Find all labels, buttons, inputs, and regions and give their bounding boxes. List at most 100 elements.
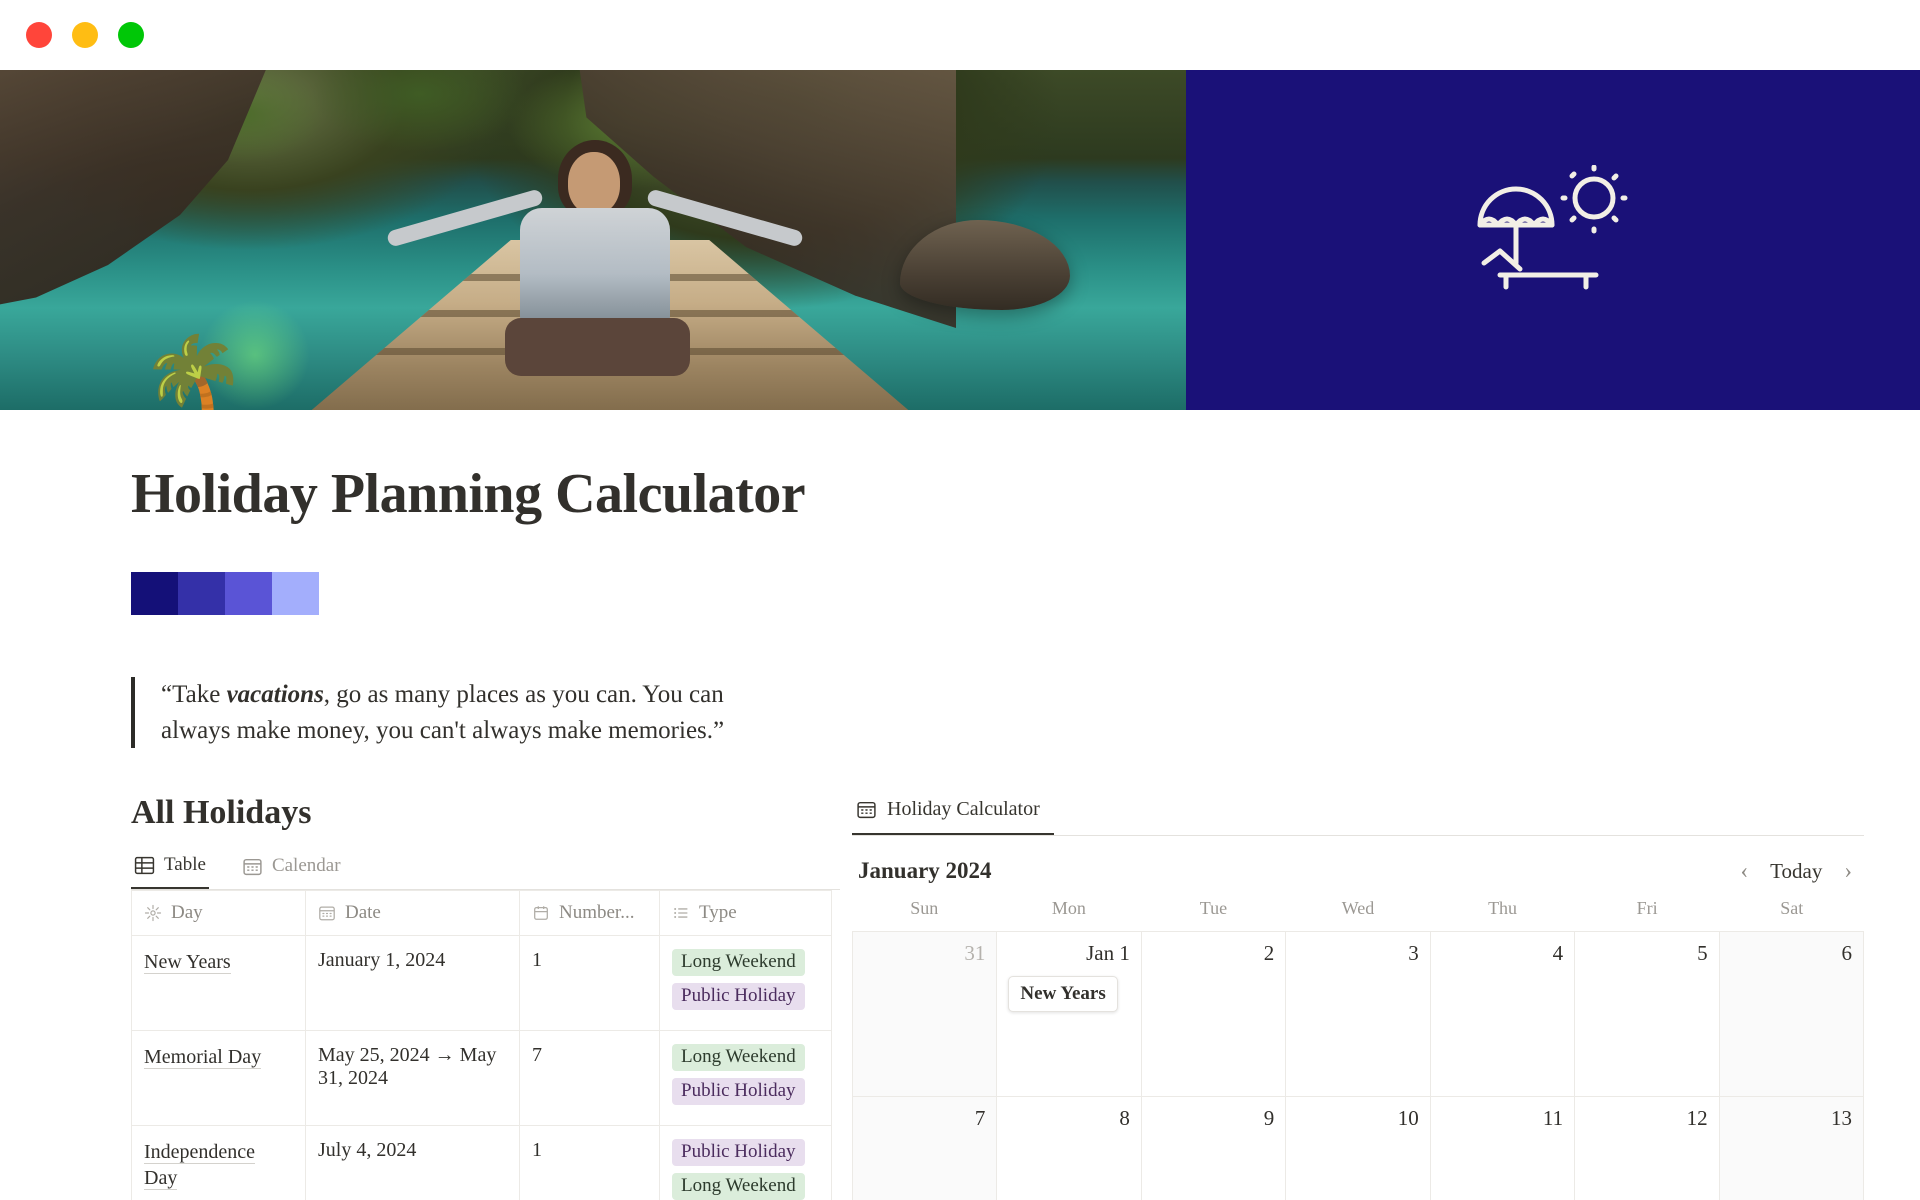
photo-lens-flare xyxy=(200,300,310,410)
column-header-date[interactable]: Date xyxy=(305,890,520,936)
calendar-day-cell[interactable]: 5 xyxy=(1575,931,1720,1096)
calendar-day-number: 12 xyxy=(1686,1106,1708,1130)
calendar-day-number: 9 xyxy=(1263,1106,1275,1130)
cell-day-value[interactable]: Independence Day xyxy=(144,1141,256,1191)
type-tag: Long Weekend xyxy=(672,949,805,976)
calendar-day-number: 10 xyxy=(1397,1106,1419,1130)
calendar-day-number: 7 xyxy=(974,1106,986,1130)
tab-calendar[interactable]: Calendar xyxy=(239,850,344,889)
cell-date[interactable]: July 4, 2024 xyxy=(305,1125,520,1200)
window-minimize-button[interactable] xyxy=(72,22,98,48)
weekday-label: Fri xyxy=(1636,898,1658,918)
table-row[interactable]: Memorial Day May 25, 2024 → May 31, 2024… xyxy=(131,1030,832,1126)
tab-holiday-calculator-label: Holiday Calculator xyxy=(887,798,1040,820)
page-title: Holiday Planning Calculator xyxy=(131,463,806,525)
quote-emphasis: vacations xyxy=(226,681,324,708)
calendar-day-cell[interactable]: 10 xyxy=(1286,1096,1431,1200)
cell-number[interactable]: 1 xyxy=(519,1125,660,1200)
table-header-row: Day xyxy=(131,890,832,936)
cell-type[interactable]: Public Holiday Long Weekend xyxy=(659,1125,832,1200)
calendar-day-cell[interactable]: 9 xyxy=(1141,1096,1287,1200)
tab-holiday-calculator[interactable]: Holiday Calculator xyxy=(852,794,1054,835)
tab-calendar-label: Calendar xyxy=(271,855,341,876)
calendar-day-cell[interactable]: 12 xyxy=(1575,1096,1720,1200)
calendar-icon xyxy=(856,799,877,820)
color-swatch[interactable] xyxy=(131,572,178,615)
cell-number[interactable]: 1 xyxy=(519,935,660,1031)
calendar-toolbar: January 2024 ‹ Today › xyxy=(852,836,1864,898)
calendar-day-number: Jan 1 xyxy=(1086,941,1130,965)
photo-person-torso xyxy=(520,208,670,328)
calendar-month-label: January 2024 xyxy=(858,858,992,883)
palm-tree-icon: 🌴 xyxy=(140,333,248,410)
calendar-day-cell[interactable]: 11 xyxy=(1430,1096,1576,1200)
table-row[interactable]: Independence Day July 4, 2024 1 Public H… xyxy=(131,1125,832,1200)
column-header-number-label: Number... xyxy=(559,902,635,923)
calendar-day-cell[interactable]: 6 xyxy=(1719,931,1864,1096)
calendar-day-cell[interactable]: 3 xyxy=(1286,931,1431,1096)
cell-day[interactable]: Memorial Day xyxy=(131,1030,306,1126)
cell-date-value: January 1, 2024 xyxy=(318,949,446,971)
cell-type[interactable]: Long Weekend Public Holiday xyxy=(659,935,832,1031)
calendar-day-cell[interactable]: Jan 1 New Years xyxy=(997,931,1142,1096)
cell-date-value: July 4, 2024 xyxy=(318,1139,417,1161)
chevron-left-icon[interactable]: ‹ xyxy=(1740,858,1749,883)
type-tag: Public Holiday xyxy=(672,983,805,1010)
tab-table[interactable]: Table xyxy=(131,850,209,889)
calendar-day-cell[interactable]: 31 xyxy=(853,931,998,1096)
quote-block: “Take vacations, go as many places as yo… xyxy=(131,677,771,748)
multiselect-icon xyxy=(672,904,690,922)
type-tag: Public Holiday xyxy=(672,1139,805,1166)
cell-day[interactable]: Independence Day xyxy=(131,1125,306,1200)
cell-number[interactable]: 7 xyxy=(519,1030,660,1126)
cell-day[interactable]: New Years xyxy=(131,935,306,1031)
section-heading: All Holidays xyxy=(131,794,312,831)
calendar-weekday-header: Sun Mon Tue Wed Thu Fri Sat xyxy=(852,898,1864,931)
cell-number-value: 7 xyxy=(532,1044,542,1066)
color-swatch[interactable] xyxy=(272,572,319,615)
column-header-type-label: Type xyxy=(699,902,737,923)
quote-rest: , go as many places as you can. You can … xyxy=(161,681,725,744)
column-header-date-label: Date xyxy=(345,902,381,923)
calculator-tabs: Holiday Calculator xyxy=(852,794,1864,836)
cell-date[interactable]: January 1, 2024 xyxy=(305,935,520,1031)
table-row[interactable]: New Years January 1, 2024 1 Long Weekend… xyxy=(131,935,832,1031)
calendar-event[interactable]: New Years xyxy=(1008,976,1118,1012)
calendar-day-cell[interactable]: 7 xyxy=(853,1096,998,1200)
cell-number-value: 1 xyxy=(532,949,542,971)
column-header-type[interactable]: Type xyxy=(659,890,832,936)
calendar-day-cell[interactable]: 13 xyxy=(1719,1096,1864,1200)
calendar-day-cell[interactable]: 4 xyxy=(1430,931,1576,1096)
cell-day-value[interactable]: New Years xyxy=(144,951,231,974)
window-close-button[interactable] xyxy=(26,22,52,48)
type-tag: Public Holiday xyxy=(672,1078,805,1105)
color-swatch[interactable] xyxy=(178,572,225,615)
calendar-day-number: 8 xyxy=(1119,1106,1130,1130)
window-titlebar xyxy=(0,0,1920,70)
color-swatch[interactable] xyxy=(225,572,272,615)
cell-date[interactable]: May 25, 2024 → May 31, 2024 xyxy=(305,1030,520,1126)
cell-type[interactable]: Long Weekend Public Holiday xyxy=(659,1030,832,1126)
holidays-database: All Holidays Table xyxy=(0,794,840,1200)
calendar-day-cell[interactable]: 8 xyxy=(997,1096,1142,1200)
photo-islet xyxy=(900,220,1070,310)
table-icon xyxy=(134,855,155,876)
color-swatch-row xyxy=(131,572,1920,615)
calendar-navigation: ‹ Today › xyxy=(1740,858,1852,884)
weekday-label: Sun xyxy=(910,898,939,918)
type-tag: Long Weekend xyxy=(672,1044,805,1071)
cell-day-value[interactable]: Memorial Day xyxy=(144,1046,262,1069)
column-header-day[interactable]: Day xyxy=(131,890,306,936)
calendar-day-number: 2 xyxy=(1263,941,1275,965)
calendar-day-number: 6 xyxy=(1841,941,1853,965)
today-button[interactable]: Today xyxy=(1770,858,1823,883)
column-header-number[interactable]: Number... xyxy=(519,890,660,936)
calendar-day-number: 5 xyxy=(1697,941,1708,965)
calendar-grid: 31 Jan 1 New Years 2 3 4 5 xyxy=(852,931,1864,1200)
window-maximize-button[interactable] xyxy=(118,22,144,48)
chevron-right-icon[interactable]: › xyxy=(1844,858,1852,883)
calendar-day-cell[interactable]: 2 xyxy=(1141,931,1287,1096)
weekday-label: Thu xyxy=(1488,898,1518,918)
calendar-day-number: 4 xyxy=(1552,941,1564,965)
weekday-label: Sat xyxy=(1780,898,1804,918)
